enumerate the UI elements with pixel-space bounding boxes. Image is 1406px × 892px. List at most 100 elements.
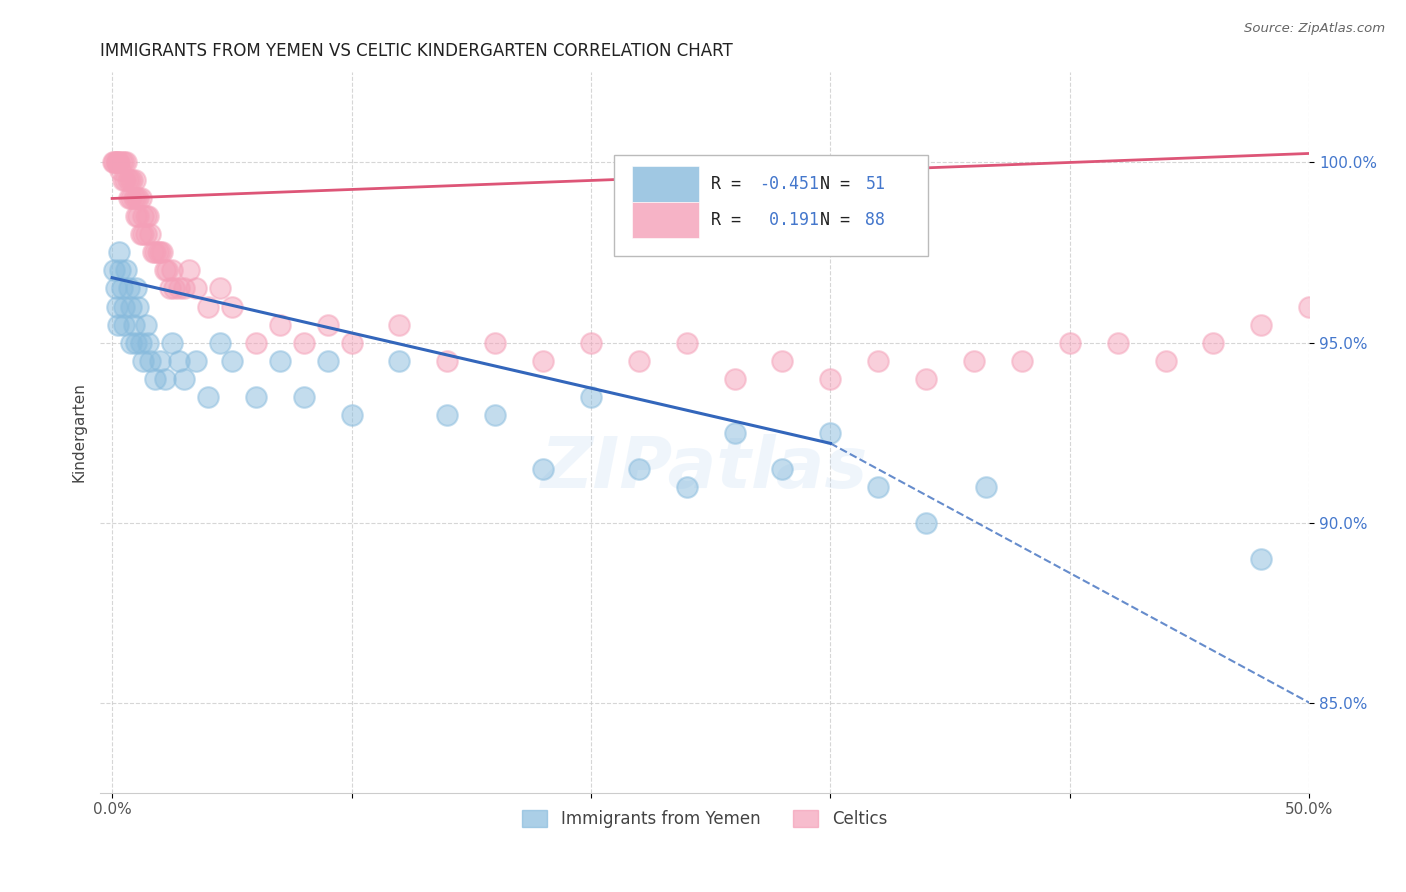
Point [675,335,697,350]
Point [177,263,200,277]
Point [105,155,128,169]
Point [484,335,506,350]
Point [117,173,139,187]
Point [197,300,219,314]
Point [110,162,132,177]
Point [167,353,190,368]
Point [1298,300,1320,314]
Point [104,281,127,295]
Point [208,281,231,295]
Point [120,173,142,187]
Point [292,390,315,404]
Point [579,390,602,404]
Point [723,371,745,385]
Point [125,191,148,205]
Point [163,281,186,295]
Point [197,390,219,404]
Legend: Immigrants from Yemen, Celtics: Immigrants from Yemen, Celtics [516,803,894,835]
Point [127,191,149,205]
Point [110,263,132,277]
Point [221,353,243,368]
FancyBboxPatch shape [633,166,699,202]
Point [269,318,291,332]
Point [245,335,267,350]
Point [1346,318,1368,332]
Point [139,353,162,368]
Point [292,335,315,350]
Point [772,353,794,368]
Point [1202,335,1225,350]
Point [160,335,183,350]
Point [627,461,650,475]
Text: N =: N = [820,175,859,193]
Point [105,300,128,314]
Point [135,227,157,242]
Point [156,263,179,277]
Point [1154,353,1177,368]
Point [132,227,155,242]
Text: 0.191: 0.191 [759,211,820,229]
Point [122,318,145,332]
Point [436,408,458,422]
Point [316,353,339,368]
Point [153,371,176,385]
Point [132,210,155,224]
Point [129,227,152,242]
Point [107,155,129,169]
Point [135,210,157,224]
Point [160,263,183,277]
Point [675,479,697,493]
Point [579,335,602,350]
Point [184,281,207,295]
Point [127,300,149,314]
Point [114,173,136,187]
Point [915,516,938,530]
Point [146,245,169,260]
Point [112,155,135,169]
Point [118,281,141,295]
Point [120,300,142,314]
Point [127,210,149,224]
Point [142,245,165,260]
Point [1011,353,1033,368]
Point [135,318,157,332]
Point [136,335,159,350]
Point [340,335,363,350]
Point [149,245,172,260]
Point [167,281,190,295]
Point [150,245,173,260]
Point [1250,318,1272,332]
Point [159,281,181,295]
Point [173,281,195,295]
Text: R =: R = [710,211,751,229]
Point [772,461,794,475]
Point [139,227,162,242]
Point [531,353,554,368]
FancyBboxPatch shape [633,202,699,238]
Text: IMMIGRANTS FROM YEMEN VS CELTIC KINDERGARTEN CORRELATION CHART: IMMIGRANTS FROM YEMEN VS CELTIC KINDERGA… [100,42,733,60]
Point [245,390,267,404]
Point [115,263,138,277]
Point [132,353,155,368]
Text: 88: 88 [866,211,886,229]
Point [388,318,411,332]
Point [125,210,148,224]
Point [868,353,890,368]
Point [104,155,127,169]
Text: R =: R = [710,175,751,193]
Point [820,425,842,440]
Text: ZIPatlas: ZIPatlas [541,434,869,503]
Text: 51: 51 [866,175,886,193]
Point [627,353,650,368]
Point [149,353,172,368]
Point [531,461,554,475]
FancyBboxPatch shape [614,155,928,256]
Point [221,300,243,314]
Point [1059,335,1081,350]
Y-axis label: Kindergarten: Kindergarten [72,383,86,483]
Point [129,191,152,205]
Point [484,408,506,422]
Point [153,263,176,277]
Point [316,318,339,332]
Point [136,210,159,224]
